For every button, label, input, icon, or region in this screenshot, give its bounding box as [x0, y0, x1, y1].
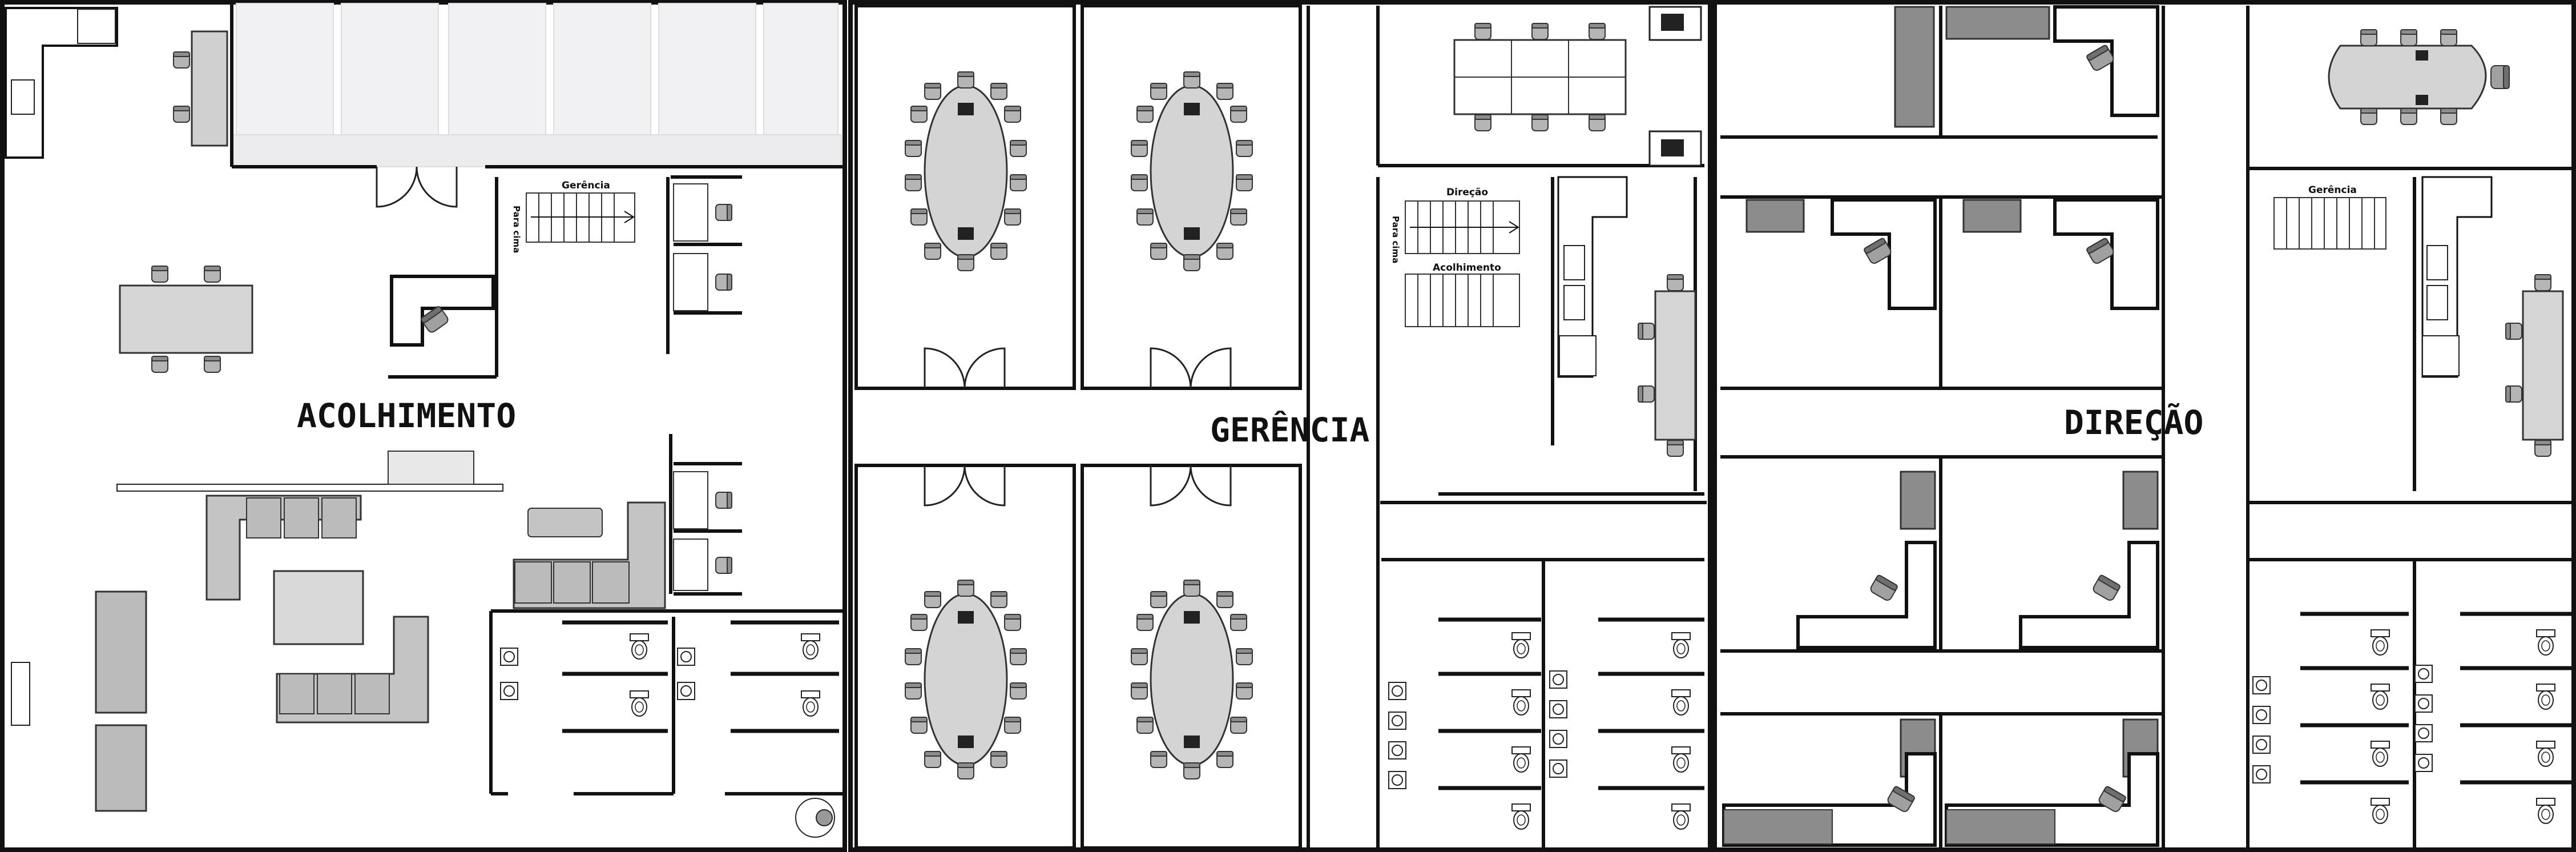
section-title-direcao: DIREÇÃO [2064, 403, 2203, 442]
dining-table [119, 266, 253, 373]
acolhimento-section: Gerência Para cima [5, 2, 842, 838]
stair-label-para-cima-gerencia: Para cima [1390, 216, 1401, 263]
stair-label-direcao: Direção [1446, 187, 1488, 198]
gerencia-kitchen [1557, 176, 1696, 457]
meeting-room-tables [905, 72, 1252, 779]
reception-desk [390, 275, 495, 347]
restrooms-gerencia [1388, 617, 1704, 830]
gerencia-meeting-table [1453, 6, 1702, 167]
direcao-walls [1720, 6, 2571, 850]
stairs-acolhimento [526, 192, 635, 243]
stairs-gerencia [1405, 200, 1520, 327]
stairs-direcao [2273, 197, 2386, 250]
restrooms-acolhimento [500, 620, 839, 838]
section-title-acolhimento: ACOLHIMENTO [297, 396, 516, 435]
direcao-kitchen [2421, 176, 2564, 457]
tall-cabinet [191, 30, 228, 147]
gerencia-section: Direção Para cima Acolhimento [854, 4, 1707, 850]
windows [231, 3, 842, 167]
direcao-offices [1722, 7, 2159, 847]
direcao-meeting-table [2328, 29, 2510, 125]
stair-label-para-cima: Para cima [511, 206, 522, 253]
acolhimento-walls [230, 2, 842, 795]
restrooms-direcao [2252, 612, 2571, 824]
direcao-section: Gerência [1720, 6, 2571, 850]
lounge [11, 451, 666, 812]
kitchen-counter [5, 7, 118, 159]
section-title-gerencia: GERÊNCIA [1210, 410, 1369, 449]
cubicles-acolhimento [673, 175, 742, 596]
stair-label-gerencia-direcao: Gerência [2308, 184, 2357, 196]
stair-label-gerencia: Gerência [562, 180, 610, 191]
stair-label-acolhimento: Acolhimento [1433, 262, 1501, 274]
